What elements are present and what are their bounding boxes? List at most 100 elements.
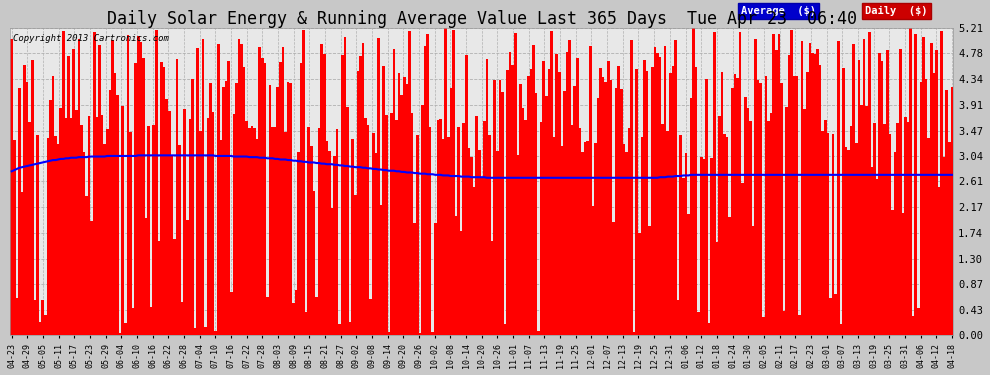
- Bar: [56, 144, 59, 335]
- Bar: [183, 109, 186, 335]
- Bar: [785, 106, 788, 335]
- Bar: [50, 100, 51, 335]
- Bar: [196, 48, 199, 335]
- Bar: [93, 32, 96, 335]
- Bar: [42, 300, 44, 335]
- Bar: [445, 28, 446, 335]
- Bar: [143, 58, 145, 335]
- Bar: [339, 324, 341, 335]
- Bar: [54, 136, 56, 335]
- Bar: [334, 156, 336, 335]
- Text: Copyright 2013 Cartronics.com: Copyright 2013 Cartronics.com: [13, 34, 169, 43]
- Bar: [101, 115, 103, 335]
- Bar: [18, 88, 21, 335]
- Bar: [645, 71, 648, 335]
- Bar: [346, 107, 348, 335]
- Bar: [354, 195, 356, 335]
- Bar: [204, 327, 207, 335]
- Bar: [552, 137, 555, 335]
- Bar: [940, 32, 942, 335]
- Bar: [504, 324, 506, 335]
- Bar: [26, 81, 29, 335]
- Bar: [830, 298, 832, 335]
- Bar: [64, 118, 67, 335]
- Bar: [724, 134, 726, 335]
- Bar: [822, 131, 824, 335]
- Bar: [442, 139, 445, 335]
- Bar: [416, 135, 419, 335]
- Bar: [840, 324, 842, 335]
- Bar: [661, 124, 664, 335]
- Bar: [501, 92, 504, 335]
- Bar: [374, 153, 377, 335]
- Bar: [565, 52, 568, 335]
- Bar: [344, 37, 346, 335]
- Bar: [767, 121, 770, 335]
- Bar: [716, 242, 718, 335]
- Bar: [313, 191, 315, 335]
- Bar: [465, 56, 467, 335]
- Bar: [253, 129, 255, 335]
- Bar: [427, 34, 429, 335]
- Bar: [106, 129, 109, 335]
- Bar: [116, 96, 119, 335]
- Bar: [47, 138, 50, 335]
- Bar: [512, 65, 514, 335]
- Bar: [558, 72, 560, 335]
- Bar: [473, 187, 475, 335]
- Bar: [361, 42, 364, 335]
- Bar: [700, 158, 703, 335]
- Bar: [948, 142, 950, 335]
- Bar: [83, 152, 85, 335]
- Bar: [486, 59, 488, 335]
- Bar: [615, 88, 618, 335]
- Bar: [517, 156, 519, 335]
- Bar: [527, 76, 530, 335]
- Bar: [639, 232, 641, 335]
- Bar: [863, 39, 865, 335]
- Bar: [682, 178, 684, 335]
- Bar: [555, 54, 558, 335]
- Bar: [98, 45, 101, 335]
- Bar: [326, 141, 328, 335]
- Bar: [522, 108, 525, 335]
- Bar: [284, 132, 287, 335]
- Bar: [424, 46, 427, 335]
- Bar: [13, 140, 16, 335]
- Bar: [220, 140, 222, 335]
- Bar: [414, 224, 416, 335]
- Bar: [287, 82, 289, 335]
- Bar: [341, 55, 344, 335]
- Bar: [434, 223, 437, 335]
- Bar: [119, 333, 122, 335]
- Bar: [202, 39, 204, 335]
- Bar: [560, 146, 563, 335]
- Title: Daily Solar Energy & Running Average Value Last 365 Days  Tue Apr 23  06:40: Daily Solar Energy & Running Average Val…: [107, 10, 856, 28]
- Bar: [429, 128, 432, 335]
- Bar: [644, 60, 645, 335]
- Bar: [377, 38, 380, 335]
- Bar: [751, 226, 754, 335]
- Bar: [731, 88, 734, 335]
- Bar: [579, 128, 581, 335]
- Bar: [514, 33, 517, 335]
- Bar: [449, 88, 452, 335]
- Bar: [842, 68, 844, 335]
- Bar: [157, 241, 160, 335]
- Bar: [775, 51, 777, 335]
- Bar: [222, 87, 225, 335]
- Bar: [483, 121, 486, 335]
- Bar: [625, 152, 628, 335]
- Bar: [656, 54, 658, 335]
- Bar: [359, 56, 361, 335]
- Bar: [130, 132, 132, 335]
- Bar: [67, 56, 70, 335]
- Bar: [276, 87, 279, 335]
- Bar: [351, 139, 354, 335]
- Bar: [545, 96, 547, 335]
- Bar: [894, 152, 896, 335]
- Bar: [692, 28, 695, 335]
- Bar: [406, 84, 408, 335]
- Bar: [268, 85, 271, 335]
- Bar: [499, 80, 501, 335]
